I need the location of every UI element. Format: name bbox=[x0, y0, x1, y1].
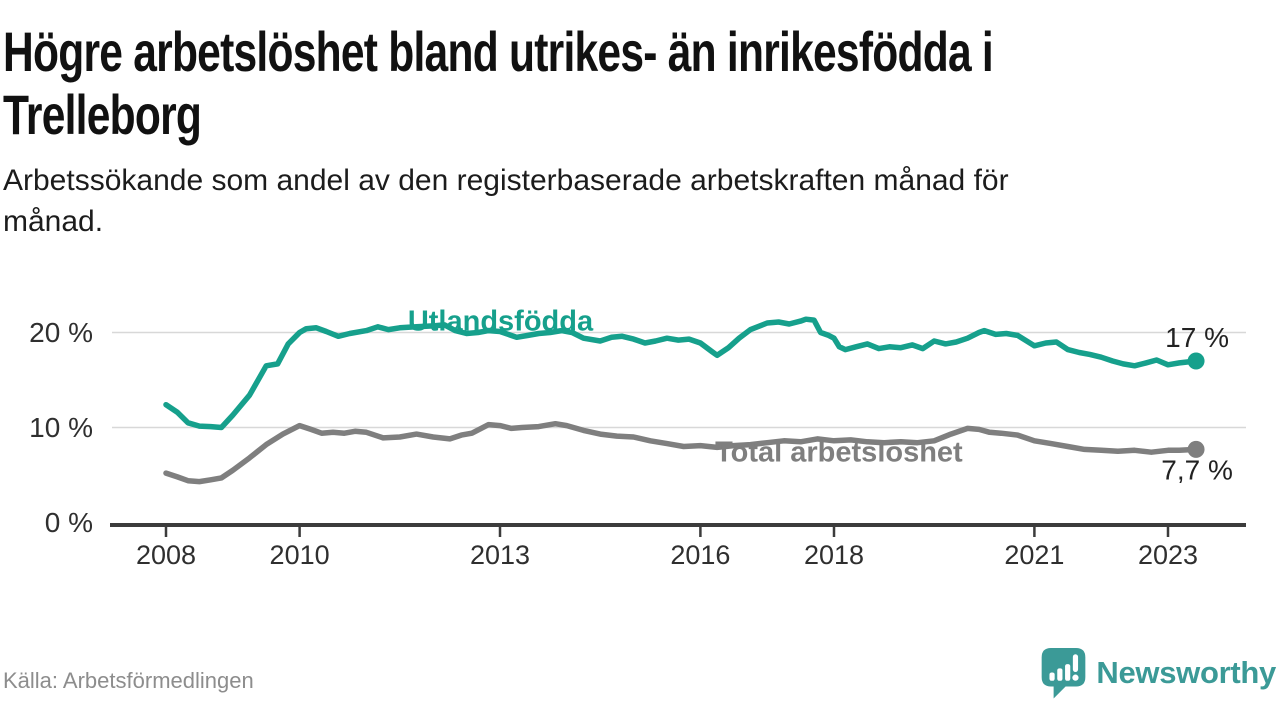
newsworthy-wordmark: Newsworthy bbox=[1096, 655, 1276, 690]
newsworthy-speech-bubble-bar-chart-icon bbox=[1042, 648, 1086, 699]
x-axis-tick-label-2021: 2021 bbox=[1004, 540, 1064, 570]
chart-labels: Utlandsfödda 17 % Total arbetslöshet 7,7 % bbox=[408, 306, 1233, 486]
x-axis-tick-label-2023: 2023 bbox=[1138, 540, 1198, 570]
x-axis-tick-label-2013: 2013 bbox=[470, 540, 530, 570]
x-axis-tick-label-2016: 2016 bbox=[670, 540, 730, 570]
series-label-utlandsfodda: Utlandsfödda bbox=[408, 306, 594, 338]
source-note: Källa: Arbetsförmedlingen bbox=[3, 668, 254, 693]
y-axis-label-0: 0 % bbox=[45, 507, 93, 538]
x-axis-tick-label-2010: 2010 bbox=[270, 540, 330, 570]
end-value-label-total: 7,7 % bbox=[1161, 454, 1233, 485]
x-axis-tick-label-2008: 2008 bbox=[136, 540, 196, 570]
y-axis-label-20: 20 % bbox=[29, 317, 93, 348]
series-line-total bbox=[163, 420, 1199, 485]
x-axis: 0 % 10 % 20 % 2008 2010 2013 2016 2018 2021 2023 bbox=[29, 317, 1246, 570]
page-title: Högre arbetslöshet bland utrikes- än inr… bbox=[3, 20, 994, 147]
series-end-dot-total bbox=[1187, 440, 1205, 458]
series-lines bbox=[163, 316, 1205, 485]
series-label-total: Total arbetslöshet bbox=[715, 437, 963, 469]
end-value-label-utlandsfodda: 17 % bbox=[1165, 322, 1229, 353]
gridlines bbox=[112, 331, 1246, 429]
series-end-dot-utlandsfodda bbox=[1187, 352, 1205, 370]
newsworthy-logo: Newsworthy bbox=[1040, 647, 1276, 699]
series-line-utlandsfodda bbox=[163, 316, 1199, 431]
y-axis-label-10: 10 % bbox=[29, 412, 93, 443]
chart-subtitle: Arbetssökande som andel av den registerb… bbox=[3, 164, 1009, 239]
x-axis-tick-label-2018: 2018 bbox=[804, 540, 864, 570]
